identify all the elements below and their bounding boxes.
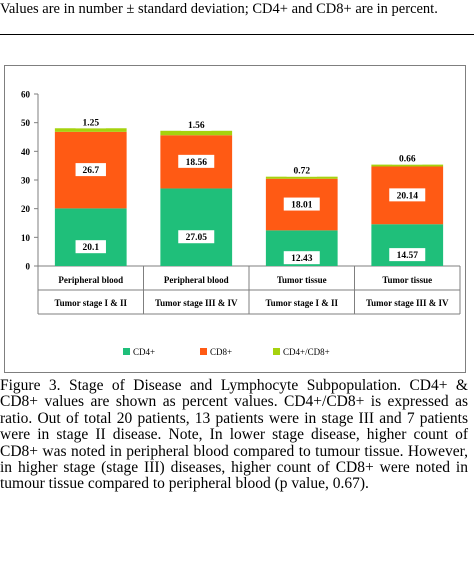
x-tick-label: Tumor tissue xyxy=(382,275,432,285)
bar-segment xyxy=(54,208,127,266)
header-rule xyxy=(0,34,474,35)
bar-segment xyxy=(265,176,338,179)
y-tick-label: 20 xyxy=(21,204,31,214)
bar-segment xyxy=(160,188,233,266)
stacked-bar-chart: 0 10 20 30 40 50 60 20.1 26.7 1.25 Peripheral bloo… xyxy=(21,90,461,357)
y-tick-label: 50 xyxy=(21,118,31,128)
legend-swatch xyxy=(200,348,207,355)
x-tick-label: Tumor stage I & II xyxy=(265,298,338,308)
data-label: 18.56 xyxy=(186,158,208,168)
data-label: 27.05 xyxy=(186,233,208,243)
x-tick-label: Peripheral blood xyxy=(58,275,123,285)
data-label-background xyxy=(392,151,423,165)
data-label-background xyxy=(75,115,106,129)
x-tick-label: Tumor tissue xyxy=(277,275,327,285)
data-label-background xyxy=(389,248,426,262)
bar-segment xyxy=(54,128,127,132)
data-label-background xyxy=(178,230,215,244)
x-tick-label: Peripheral blood xyxy=(164,275,229,285)
data-label-background xyxy=(286,163,317,177)
legend-swatch xyxy=(273,348,280,355)
data-label: 1.56 xyxy=(188,121,205,131)
bar-segment xyxy=(371,164,444,167)
figure-caption: Figure 3. Stage of Disease and Lymphocyt… xyxy=(0,377,468,493)
legend-swatch xyxy=(123,348,130,355)
data-label-background xyxy=(283,251,320,265)
data-label-background xyxy=(181,117,212,131)
legend-label: CD8+ xyxy=(210,347,232,357)
caption-text: Figure 3. Stage of Disease and Lymphocyt… xyxy=(0,377,468,493)
data-label-background xyxy=(389,188,426,202)
y-tick-label: 0 xyxy=(26,262,31,272)
data-label: 12.43 xyxy=(291,254,313,264)
y-tick-label: 40 xyxy=(21,147,31,157)
data-label: 0.66 xyxy=(399,155,416,165)
y-tick-label: 60 xyxy=(21,90,31,100)
legend-label: CD4+/CD8+ xyxy=(283,347,330,357)
data-label: 0.72 xyxy=(293,167,310,177)
data-label: 14.57 xyxy=(397,251,419,261)
data-label: 20.14 xyxy=(397,191,419,201)
legend-label: CD4+ xyxy=(133,347,155,357)
header-note: Values are in number ± standard deviatio… xyxy=(0,1,438,17)
data-label: 20.1 xyxy=(82,243,99,253)
data-label-background xyxy=(178,154,215,168)
y-tick-label: 30 xyxy=(21,176,31,186)
data-label: 18.01 xyxy=(291,201,313,211)
x-tick-label: Tumor stage III & IV xyxy=(155,298,238,308)
x-tick-label: Tumor stage III & IV xyxy=(366,298,449,308)
bar-segment xyxy=(160,130,233,136)
chart-frame: 0 10 20 30 40 50 60 20.1 26.7 1.25 Peripheral bloo… xyxy=(4,65,466,373)
x-tick-label: Tumor stage I & II xyxy=(54,298,127,308)
data-label-background xyxy=(75,163,106,177)
data-label-background xyxy=(75,240,106,254)
data-label: 1.25 xyxy=(82,118,99,128)
y-tick-label: 10 xyxy=(21,233,31,243)
data-label: 26.7 xyxy=(82,166,99,176)
data-label-background xyxy=(283,197,320,211)
